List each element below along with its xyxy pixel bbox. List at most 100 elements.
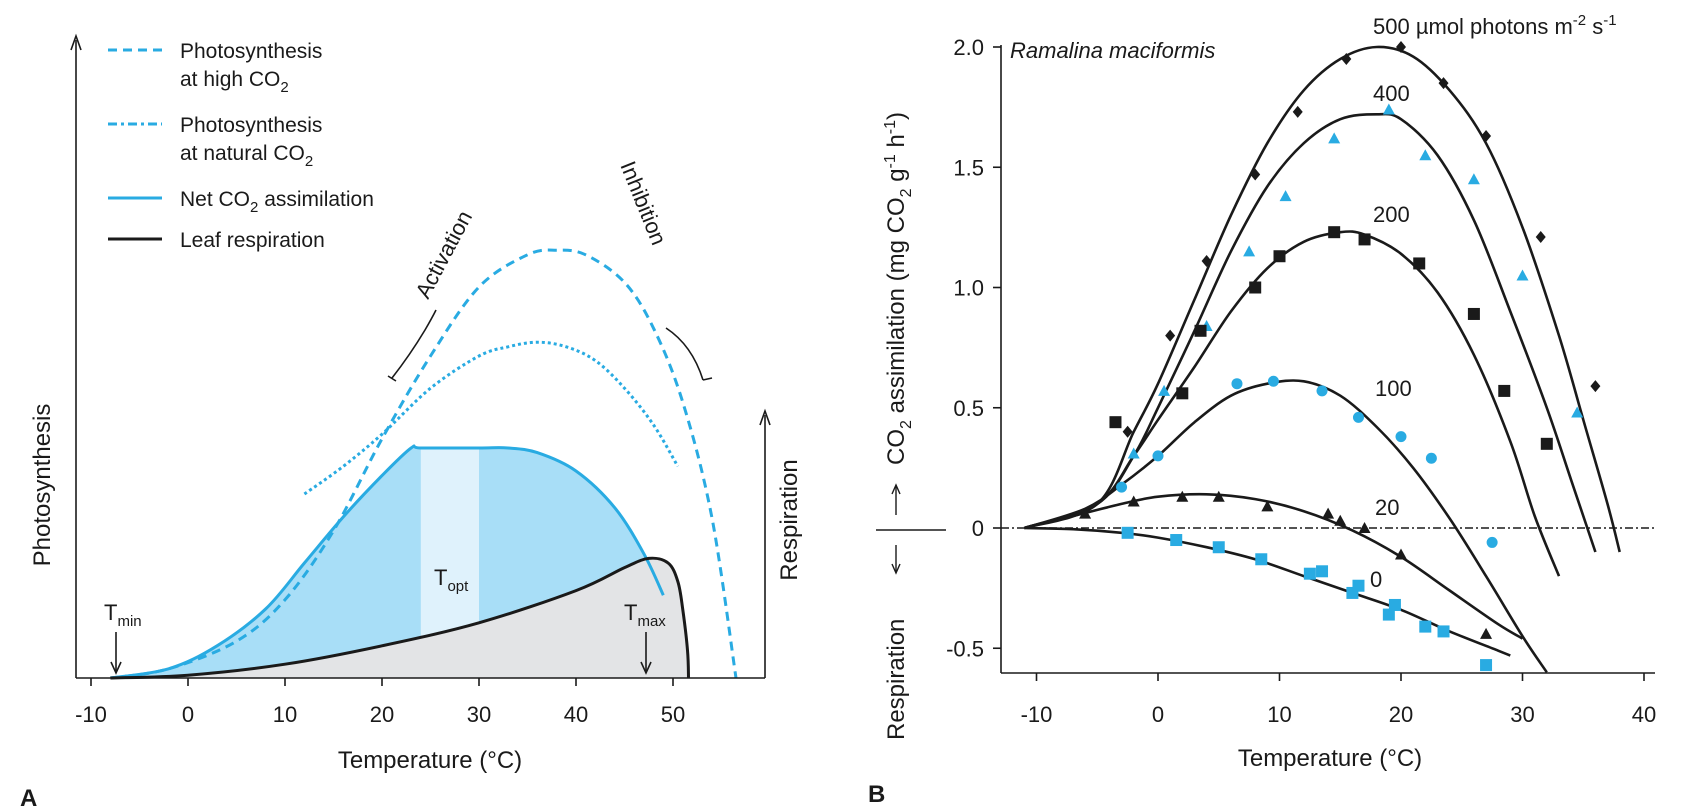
point-400 xyxy=(1516,269,1529,281)
point-0 xyxy=(1255,553,1268,566)
panel-a-y-axis-arrow xyxy=(70,33,82,51)
point-500 xyxy=(1481,129,1492,142)
point-500 xyxy=(1292,105,1303,118)
point-500 xyxy=(1438,77,1449,90)
panel-b-x-tick-label: 0 xyxy=(1152,702,1164,727)
series-label-200: 200 xyxy=(1373,202,1410,227)
panel-b-y-tick-label: 1.5 xyxy=(953,155,984,180)
series-label-20: 20 xyxy=(1375,495,1399,520)
point-500 xyxy=(1590,380,1601,393)
tmin-arrowhead xyxy=(110,661,122,675)
point-200 xyxy=(1540,437,1553,450)
point-500 xyxy=(1341,53,1352,66)
point-20 xyxy=(1480,627,1493,639)
point-0 xyxy=(1480,659,1493,672)
point-100 xyxy=(1352,411,1364,423)
legend-leaf-respiration-label: Leaf respiration xyxy=(180,229,325,252)
panel-b-x-tick-label: 30 xyxy=(1510,702,1534,727)
activation-bracket xyxy=(387,309,437,382)
point-100 xyxy=(1425,452,1437,464)
tmin-label: Tmin xyxy=(104,600,142,630)
point-200 xyxy=(1467,307,1480,320)
series-label-500: 500 µmol photons m-2 s-1 xyxy=(1373,12,1617,39)
point-100 xyxy=(1231,378,1243,390)
curve-20 xyxy=(1023,492,1524,640)
point-20 xyxy=(1334,514,1347,526)
panel-b-x-tick-label: 10 xyxy=(1267,702,1291,727)
panel-b-y-tick-label: -0.5 xyxy=(946,636,984,661)
panel-a-right-axis-arrow xyxy=(759,408,771,426)
curve-200 xyxy=(1023,230,1561,577)
point-0 xyxy=(1212,541,1225,554)
leaf-respiration-line xyxy=(110,556,690,680)
point-0 xyxy=(1382,608,1395,621)
point-0 xyxy=(1388,598,1401,611)
point-200 xyxy=(1109,416,1122,429)
point-200 xyxy=(1176,387,1189,400)
point-400 xyxy=(1419,149,1432,161)
point-200 xyxy=(1498,384,1511,397)
curve-0 xyxy=(1024,526,1511,657)
point-500 xyxy=(1396,41,1406,53)
panel-a-chart: -10 0 10 20 30 40 50 Temperature (°C) Photosyn… xyxy=(20,33,803,812)
panel-a-x-tick-label: 30 xyxy=(467,702,491,727)
legend-high-co2-label-2: at high CO2 xyxy=(180,68,289,96)
photosynthesis-high-co2-line xyxy=(110,248,738,680)
point-200 xyxy=(1249,281,1262,294)
point-0 xyxy=(1437,625,1450,638)
point-400 xyxy=(1382,103,1395,115)
point-0 xyxy=(1352,579,1365,592)
point-100 xyxy=(1486,536,1498,548)
point-400 xyxy=(1467,173,1480,185)
net-assimilation-line xyxy=(110,444,665,680)
inhibition-annotation: Inhibition xyxy=(615,158,671,249)
photosynthesis-natural-co2-line xyxy=(303,340,680,496)
tmax-label: Tmax xyxy=(624,600,666,630)
point-20 xyxy=(1212,490,1225,502)
point-100 xyxy=(1116,481,1128,493)
point-20 xyxy=(1261,500,1274,512)
point-200 xyxy=(1194,324,1207,337)
point-20 xyxy=(1079,507,1092,519)
inhibition-bracket xyxy=(665,327,713,381)
point-20 xyxy=(1127,495,1140,507)
point-200 xyxy=(1413,257,1426,270)
panel-b-chart: -10 0 10 20 30 40 2.0 1.5 1.0 0.5 0 -0.5 500 µmol p… xyxy=(868,12,1656,808)
tmax-arrowhead xyxy=(640,661,652,675)
panel-b-y-tick-label: 0 xyxy=(972,516,984,541)
panel-b-x-axis-label: Temperature (°C) xyxy=(1238,745,1422,772)
activation-annotation: Activation xyxy=(410,206,477,302)
curve-500 xyxy=(1023,45,1621,553)
panel-a-y-axis-label: Photosynthesis xyxy=(29,404,56,567)
panel-b-respiration-label: Respiration xyxy=(883,619,910,740)
panel-a-x-tick-label: 50 xyxy=(661,702,685,727)
legend-natural-co2-label-2: at natural CO2 xyxy=(180,142,313,170)
series-label-400: 400 xyxy=(1373,81,1410,106)
legend-natural-co2-label: Photosynthesis xyxy=(180,114,322,137)
point-20 xyxy=(1176,490,1189,502)
topt-label: Topt xyxy=(434,565,469,595)
point-400 xyxy=(1243,245,1256,257)
point-20 xyxy=(1358,522,1371,533)
panel-a-x-tick-label: 40 xyxy=(564,702,588,727)
point-0 xyxy=(1303,567,1316,580)
panel-b-x-tick-label: 40 xyxy=(1632,702,1656,727)
point-200 xyxy=(1358,233,1371,246)
panel-a-right-axis-label: Respiration xyxy=(776,459,803,580)
legend-net-assimilation-label: Net CO2 assimilation xyxy=(180,188,374,216)
panel-a-x-tick-label: -10 xyxy=(75,702,107,727)
point-100 xyxy=(1395,431,1407,443)
panel-a-label: A xyxy=(20,785,37,812)
point-400 xyxy=(1279,190,1292,202)
point-100 xyxy=(1152,450,1164,462)
point-500 xyxy=(1122,425,1133,438)
panel-a-x-tick-label: 20 xyxy=(370,702,394,727)
panel-b-up-arrowhead xyxy=(891,483,901,495)
point-20 xyxy=(1322,507,1335,519)
series-label-0: 0 xyxy=(1370,567,1382,592)
point-100 xyxy=(1316,385,1328,397)
point-500 xyxy=(1201,255,1212,268)
panel-b-down-arrowhead xyxy=(891,563,901,575)
panel-a-legend: Photosynthesis at high CO2 Photosynthesi… xyxy=(108,40,374,252)
